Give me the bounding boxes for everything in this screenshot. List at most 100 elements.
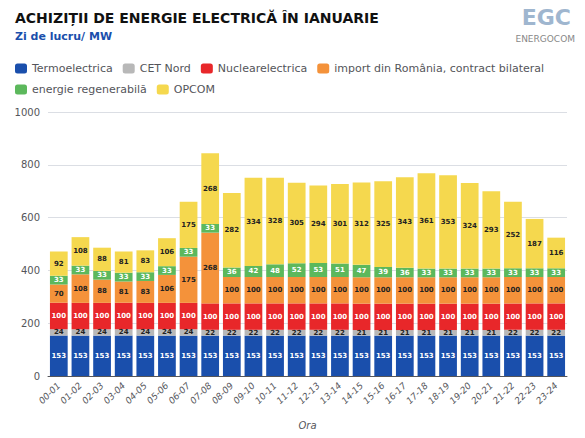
svg-text:36: 36: [400, 269, 410, 277]
svg-text:47: 47: [357, 267, 367, 275]
svg-text:153: 153: [138, 352, 153, 360]
svg-text:48: 48: [270, 267, 280, 275]
svg-text:70: 70: [54, 290, 64, 298]
svg-text:153: 153: [419, 352, 434, 360]
svg-text:39: 39: [378, 268, 388, 276]
svg-text:42: 42: [249, 267, 259, 275]
svg-text:22: 22: [530, 329, 540, 337]
svg-text:100: 100: [138, 312, 153, 320]
svg-text:153: 153: [376, 352, 391, 360]
svg-text:08-09: 08-09: [210, 380, 236, 406]
svg-text:153: 153: [462, 352, 477, 360]
svg-text:CET Nord: CET Nord: [140, 62, 191, 75]
svg-text:293: 293: [484, 226, 499, 234]
svg-text:OPCOM: OPCOM: [174, 83, 215, 96]
svg-text:100: 100: [246, 286, 261, 294]
svg-text:19-20: 19-20: [448, 380, 474, 406]
svg-text:22: 22: [270, 329, 280, 337]
svg-text:33: 33: [162, 267, 172, 275]
svg-text:100: 100: [225, 313, 240, 321]
svg-text:ENERGOCOM: ENERGOCOM: [515, 34, 575, 44]
svg-text:33: 33: [119, 273, 129, 281]
svg-text:10-11: 10-11: [253, 380, 279, 406]
svg-text:33: 33: [54, 276, 64, 284]
svg-text:33: 33: [508, 269, 518, 277]
svg-text:200: 200: [21, 318, 40, 329]
svg-text:100: 100: [52, 312, 67, 320]
svg-text:33: 33: [97, 271, 107, 279]
svg-text:153: 153: [181, 352, 196, 360]
svg-text:24: 24: [162, 328, 172, 336]
svg-text:100: 100: [419, 313, 434, 321]
svg-text:23-24: 23-24: [534, 380, 560, 406]
svg-text:24: 24: [76, 328, 86, 336]
svg-text:21-22: 21-22: [491, 380, 517, 406]
svg-text:294: 294: [311, 220, 326, 228]
svg-text:153: 153: [549, 352, 564, 360]
svg-text:100: 100: [116, 312, 131, 320]
svg-text:20-21: 20-21: [469, 380, 495, 406]
svg-text:33: 33: [140, 273, 150, 281]
svg-text:100: 100: [354, 286, 369, 294]
svg-text:import din România, contract b: import din România, contract bilateral: [334, 62, 544, 75]
svg-text:153: 153: [160, 352, 175, 360]
svg-text:175: 175: [181, 221, 196, 229]
svg-text:153: 153: [484, 352, 499, 360]
svg-text:100: 100: [527, 286, 542, 294]
svg-text:153: 153: [441, 352, 456, 360]
svg-text:33: 33: [76, 266, 86, 274]
svg-text:15-16: 15-16: [361, 380, 387, 406]
svg-text:ACHIZIȚII DE ENERGIE ELECTRICĂ: ACHIZIȚII DE ENERGIE ELECTRICĂ ÎN IANUAR…: [15, 9, 379, 27]
svg-text:13-14: 13-14: [318, 380, 344, 406]
svg-text:301: 301: [333, 220, 348, 228]
svg-text:100: 100: [203, 313, 218, 321]
svg-text:Termoelectrica: Termoelectrica: [31, 62, 113, 75]
svg-text:33: 33: [205, 224, 215, 232]
svg-text:33: 33: [443, 269, 453, 277]
svg-text:12-13: 12-13: [296, 380, 322, 406]
svg-text:22-23: 22-23: [513, 380, 539, 406]
svg-text:100: 100: [549, 286, 564, 294]
svg-text:100: 100: [333, 313, 348, 321]
svg-text:16-17: 16-17: [383, 380, 409, 406]
svg-text:22: 22: [292, 329, 302, 337]
svg-text:09-10: 09-10: [231, 380, 257, 406]
svg-text:100: 100: [289, 313, 304, 321]
svg-text:18-19: 18-19: [426, 380, 452, 406]
svg-text:81: 81: [119, 288, 129, 296]
svg-text:328: 328: [268, 217, 283, 225]
svg-text:88: 88: [97, 287, 107, 295]
svg-text:Ora: Ora: [298, 420, 316, 431]
svg-text:100: 100: [484, 286, 499, 294]
svg-text:05-06: 05-06: [145, 380, 171, 406]
svg-text:24: 24: [97, 328, 107, 336]
svg-text:energie regenerabilă: energie regenerabilă: [32, 83, 147, 96]
svg-text:800: 800: [21, 159, 40, 170]
svg-text:324: 324: [462, 222, 477, 230]
svg-text:187: 187: [527, 240, 542, 248]
svg-text:100: 100: [484, 313, 499, 321]
svg-text:92: 92: [54, 260, 64, 268]
svg-text:24: 24: [119, 328, 129, 336]
svg-text:03-04: 03-04: [102, 380, 128, 406]
svg-text:21: 21: [400, 329, 410, 337]
svg-text:81: 81: [119, 258, 129, 266]
svg-text:282: 282: [225, 226, 240, 234]
svg-text:153: 153: [289, 352, 304, 360]
svg-text:51: 51: [335, 266, 345, 274]
svg-text:Zi de lucru/ MW: Zi de lucru/ MW: [15, 30, 112, 43]
svg-text:21: 21: [422, 329, 432, 337]
svg-text:100: 100: [376, 286, 391, 294]
svg-text:334: 334: [246, 218, 261, 226]
svg-text:06-07: 06-07: [167, 380, 193, 406]
svg-text:153: 153: [398, 352, 413, 360]
svg-text:252: 252: [506, 231, 521, 239]
svg-text:153: 153: [246, 352, 261, 360]
svg-text:100: 100: [419, 286, 434, 294]
svg-text:100: 100: [398, 286, 413, 294]
svg-text:106: 106: [160, 285, 175, 293]
svg-text:153: 153: [52, 352, 67, 360]
svg-text:01-02: 01-02: [58, 380, 84, 406]
svg-text:400: 400: [21, 265, 40, 276]
svg-text:100: 100: [268, 286, 283, 294]
